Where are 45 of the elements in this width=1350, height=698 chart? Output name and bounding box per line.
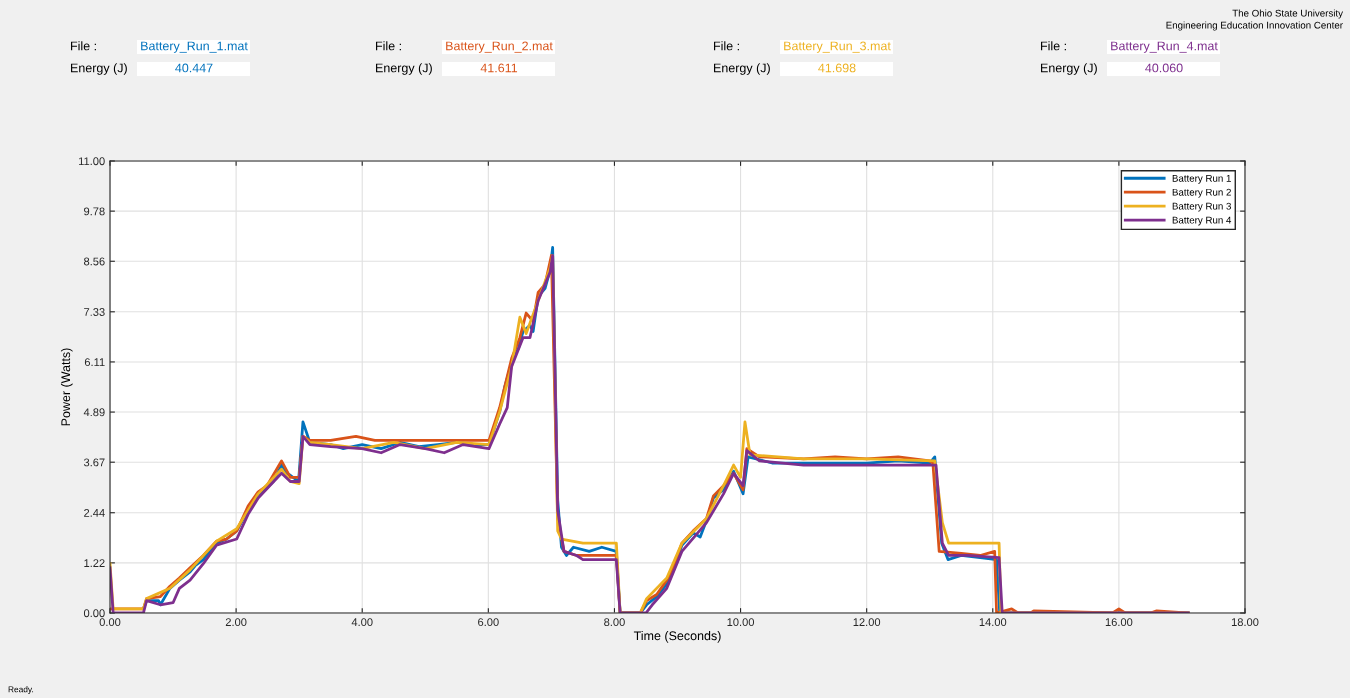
x-tick-label: 16.00 xyxy=(1105,618,1133,627)
y-tick-label: 6.11 xyxy=(84,358,105,367)
legend-label: Battery Run 3 xyxy=(1172,202,1231,212)
text: File : xyxy=(376,41,401,51)
x-axis-title: Time (Seconds) xyxy=(633,631,721,643)
x-tick-label: 14.00 xyxy=(979,618,1007,627)
text: 40.060 xyxy=(1145,63,1183,73)
x-tick-label: 8.00 xyxy=(604,618,625,627)
y-tick-label: 11.00 xyxy=(79,157,105,166)
text: File : xyxy=(714,41,739,51)
x-tick-label: 4.00 xyxy=(351,618,373,627)
legend-label: Battery Run 2 xyxy=(1172,188,1231,198)
y-tick-label: 8.56 xyxy=(84,257,105,266)
text: 41.698 xyxy=(818,63,856,73)
legend-label: Battery Run 4 xyxy=(1172,216,1232,226)
text: Energy (J) xyxy=(1041,63,1097,75)
y-tick-label: 9.78 xyxy=(84,207,105,216)
y-tick-label: 3.67 xyxy=(83,458,105,467)
text: File : xyxy=(1041,41,1066,51)
text: 40.447 xyxy=(175,63,213,73)
x-tick-label: 0.00 xyxy=(99,618,121,627)
text: Ready. xyxy=(8,686,34,694)
text: Energy (J) xyxy=(376,63,432,75)
x-tick-label: 2.00 xyxy=(225,618,247,627)
text: Battery_Run_2.mat xyxy=(446,41,553,53)
y-tick-label: 2.44 xyxy=(84,509,105,517)
x-tick-label: 6.00 xyxy=(478,618,499,627)
x-tick-label: 18.00 xyxy=(1231,618,1259,627)
text: The Ohio State University xyxy=(1232,9,1343,19)
text: Battery_Run_4.mat xyxy=(1111,41,1218,53)
text: Energy (J) xyxy=(71,63,127,75)
text: Battery_Run_1.mat xyxy=(141,41,248,53)
text: 41.611 xyxy=(480,63,518,73)
text: Energy (J) xyxy=(714,63,770,75)
y-tick-label: 4.89 xyxy=(83,408,105,417)
text: Engineering Education Innovation Center xyxy=(1166,21,1343,31)
x-tick-label: 10.00 xyxy=(727,618,755,627)
text: Battery_Run_3.mat xyxy=(784,41,891,53)
y-tick-label: 1.22 xyxy=(84,559,105,567)
x-tick-label: 12.00 xyxy=(853,618,881,627)
y-tick-label: 0.00 xyxy=(83,609,105,618)
legend-label: Battery Run 1 xyxy=(1172,174,1231,184)
y-tick-label: 7.33 xyxy=(84,308,105,316)
y-axis-title: Power (Watts) xyxy=(60,348,73,426)
text: File : xyxy=(71,41,96,51)
